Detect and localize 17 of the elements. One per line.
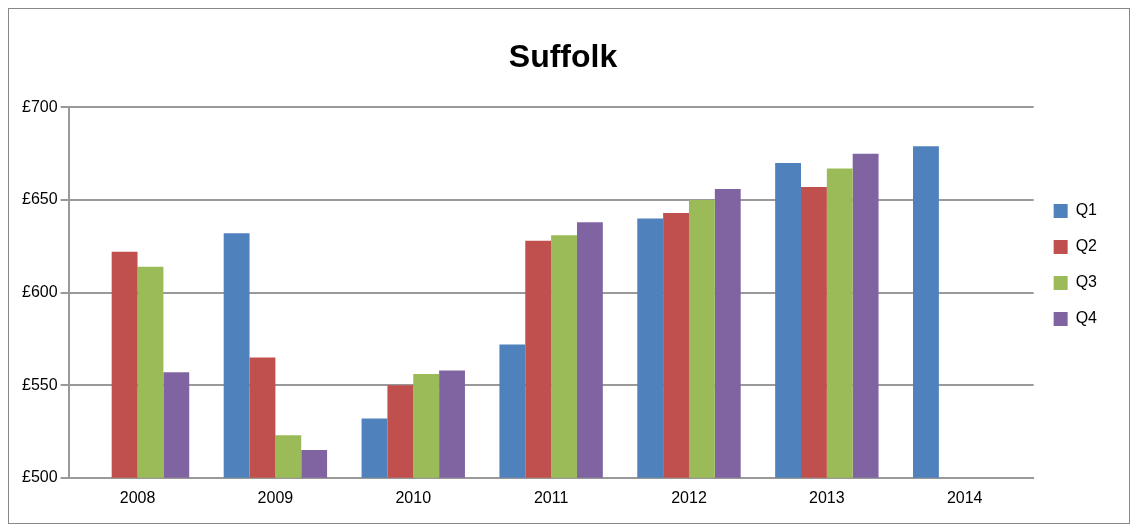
- chart-title: Suffolk: [508, 38, 618, 75]
- legend-label: Q4: [1075, 309, 1098, 327]
- legend-label: Q2: [1075, 237, 1098, 255]
- y-tick-label: £550: [22, 375, 58, 393]
- y-tick-label: £500: [22, 468, 58, 486]
- legend-label: Q1: [1075, 201, 1098, 219]
- x-tick-label: 2014: [946, 488, 983, 506]
- x-tick-label: 2011: [533, 488, 569, 506]
- x-tick-label: 2010: [395, 488, 432, 506]
- x-tick-label: 2009: [257, 488, 294, 506]
- y-tick-label: £600: [22, 283, 58, 301]
- x-tick-label: 2008: [119, 488, 156, 506]
- x-tick-label: 2013: [809, 488, 845, 506]
- x-tick-label: 2012: [671, 488, 707, 506]
- legend-label: Q3: [1075, 273, 1098, 291]
- y-tick-label: £700: [22, 97, 58, 115]
- y-tick-label: £650: [22, 190, 58, 208]
